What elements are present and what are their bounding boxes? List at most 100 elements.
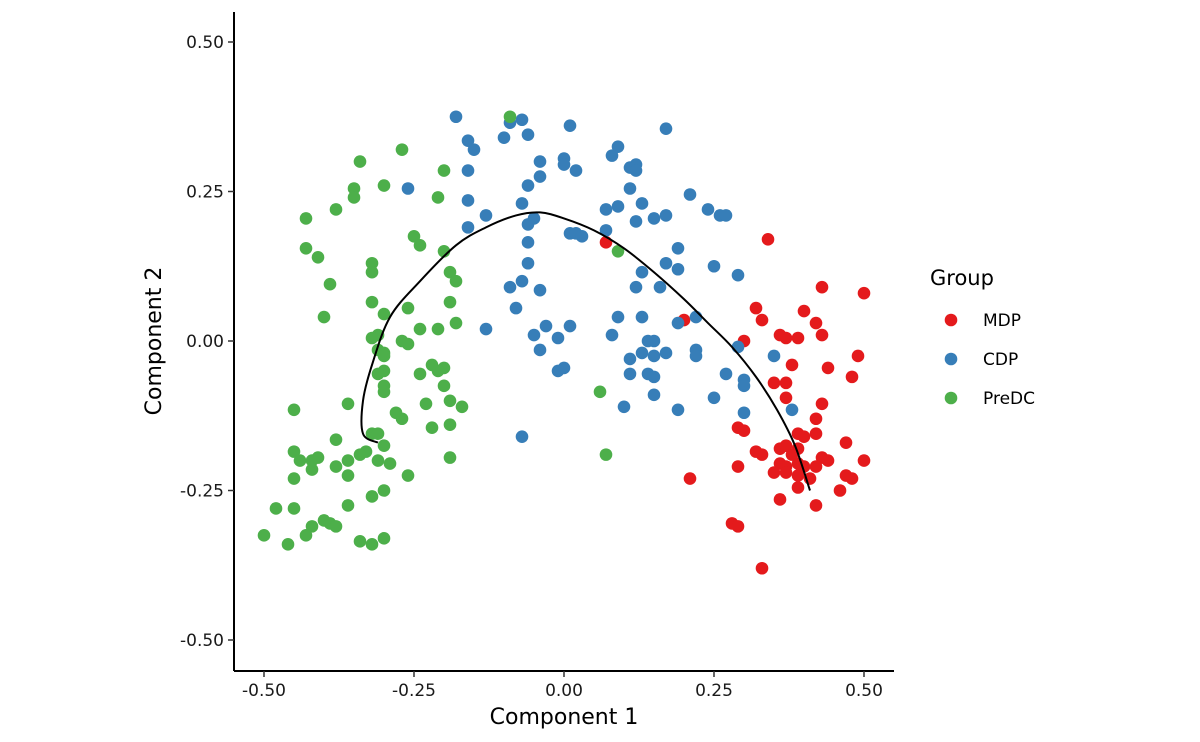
mdp-point [851,349,865,363]
mdp-point [845,472,859,485]
legend-entries: MDP CDP PreDC [944,311,1035,409]
predc-point [287,445,301,458]
cdp-point [461,194,475,207]
predc-point [377,385,391,399]
predc-point [347,182,361,195]
predc-point [413,322,427,336]
cdp-point [521,179,535,192]
x-tick-label: 0.00 [545,681,583,701]
mdp-point [785,358,799,372]
cdp-point [707,391,721,405]
cdp-point [707,259,721,273]
predc-point [449,316,463,330]
cdp-point [521,218,535,231]
mdp-point [815,328,829,342]
cdp-point [671,262,685,276]
predc-point [425,421,439,435]
cdp-point [731,268,745,282]
predc-point [347,191,361,204]
legend-title: Group [930,266,994,290]
cdp-point [509,301,523,315]
cdp-point [635,197,649,210]
cdp-point [539,319,553,333]
cdp-point [671,242,685,255]
predc-point [371,454,385,467]
cdp-point [461,164,475,177]
mdp-point [731,460,745,473]
cdp-point [659,346,673,360]
predc-point [281,538,295,551]
predc-point [305,520,319,533]
cdp-point [521,128,535,141]
cdp-point [533,343,547,357]
predc-point [317,310,331,324]
mdp-point [761,233,775,246]
mdp-point [779,466,793,479]
mdp-point [839,436,853,449]
y-tick-label: -0.50 [180,631,224,651]
predc-point [455,400,469,414]
cdp-point [689,349,703,363]
predc-point [377,307,391,321]
cdp-point [533,170,547,183]
cdp-point [647,370,661,384]
predc-point [287,502,301,515]
predc-point [353,155,367,168]
cdp-point [611,200,625,213]
predc-point [593,385,607,399]
mdp-point [821,361,835,375]
mdp-point [809,460,823,473]
mdp-point [821,454,835,467]
mdp-point [749,301,763,315]
cdp-point [521,256,535,270]
mdp-point [857,454,871,467]
cdp-point [527,328,541,342]
y-axis-title: Component 2 [142,267,167,416]
cdp-point [635,310,649,324]
cdp-point [479,209,493,222]
predc-point [395,143,409,156]
cdp-point [503,280,517,294]
trajectory-curve [360,211,811,491]
predc-point [365,490,379,503]
predc-point [299,242,313,255]
predc-point [383,457,397,470]
mdp-point [755,313,769,327]
cdp-point [659,256,673,270]
mdp-point [809,499,823,512]
mdp-point [809,427,823,440]
predc-point [449,274,463,288]
predc-point [299,212,313,225]
predc-point [311,451,325,464]
mdp-point [833,484,847,497]
mdp-point [779,391,793,405]
mdp-point [737,424,751,438]
legend-swatch-cdp [944,352,958,366]
cdp-point [635,346,649,360]
predc-point [353,535,367,548]
predc-point [329,433,343,446]
predc-point [353,448,367,461]
mdp-point [815,280,829,294]
mdp-point [755,561,769,575]
cdp-point [533,155,547,168]
cdp-point [569,164,583,177]
cdp-point [635,265,649,279]
mdp-point [767,376,781,390]
cdp-point [653,280,667,294]
cdp-point [689,310,703,324]
predc-point [401,469,415,482]
cdp-point [605,328,619,342]
cdp-point [647,388,661,402]
predc-point [341,499,355,512]
predc-point [437,164,451,177]
cdp-point [629,215,643,228]
cdp-point [449,110,463,124]
cdp-point [785,403,799,417]
cdp-point [515,274,529,288]
cdp-point [647,349,661,363]
mdp-point [683,472,697,485]
predc-point [341,469,355,482]
predc-point [269,502,283,515]
